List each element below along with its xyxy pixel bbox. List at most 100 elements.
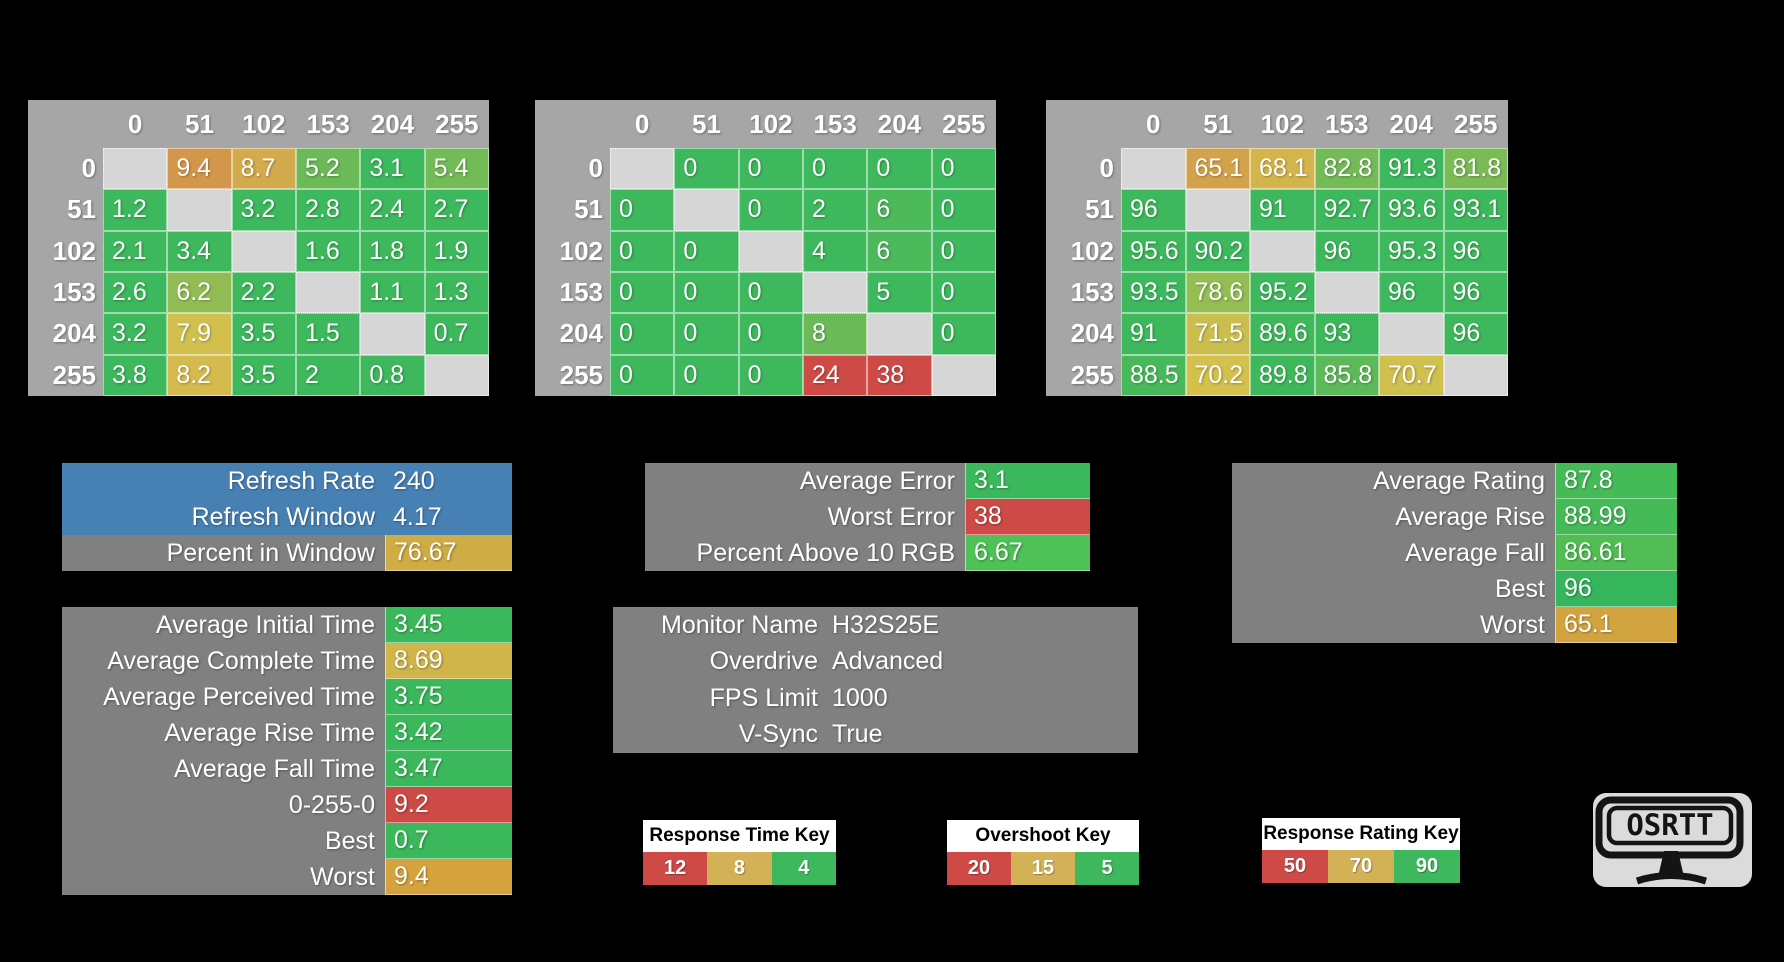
column-header: 102 [1260, 108, 1304, 139]
grid-cell: 1.2 [103, 189, 168, 231]
stat-label: Best [62, 823, 385, 859]
grid-cell [231, 230, 296, 272]
grid-cell [1250, 230, 1315, 272]
error-stats-box: Average Error 3.1 Worst Error 38 Percent Abo… [645, 463, 1090, 571]
grid-cell: 24 [803, 354, 868, 396]
stat-label: Refresh Window [62, 499, 385, 535]
grid-cell [803, 271, 868, 314]
grid-cell: 0.7 [424, 313, 489, 355]
stat-value: 86.61 [1555, 535, 1677, 571]
grid-cell [1121, 148, 1186, 190]
stat-value: 3.47 [385, 751, 512, 787]
row-header: 153 [559, 277, 603, 308]
grid-cell: 5 [867, 271, 932, 314]
grid-cell: 95.2 [1250, 271, 1315, 314]
stat-label: Worst Error [645, 499, 965, 535]
row-header: 204 [1070, 318, 1114, 349]
column-header: 51 [692, 108, 721, 139]
column-header: 204 [1389, 108, 1433, 139]
grid-cell: 2.4 [360, 189, 425, 231]
grid-cell [1185, 189, 1250, 231]
stat-label: Percent Above 10 RGB [645, 535, 965, 571]
key-cell: 70 [1328, 850, 1394, 883]
column-header: 51 [1203, 108, 1233, 139]
grid-cell: 65.1 [1185, 148, 1250, 190]
row-header: 255 [52, 359, 96, 390]
key-title: Response Rating Key [1262, 818, 1460, 850]
grid-cell: 93.1 [1443, 189, 1508, 231]
grid-cell: 2.7 [424, 189, 489, 231]
grid-cell [1379, 313, 1444, 355]
grid-cell: 3.5 [231, 354, 296, 396]
grid-cell [424, 354, 489, 396]
row-header: 51 [574, 194, 603, 225]
grid-cell [103, 148, 168, 190]
grid-cell: 81.8 [1443, 148, 1508, 190]
row-header: 204 [52, 318, 96, 349]
grid-cell: 88.5 [1121, 354, 1186, 396]
key-cell: 50 [1262, 850, 1328, 883]
grid-cell: 4 [803, 230, 868, 272]
grid-cell: 96 [1121, 189, 1186, 231]
column-header: 204 [877, 108, 922, 139]
grid-cell: 0 [610, 354, 675, 396]
rating-stats-box: Average Rating 87.8 Average Rise 88.99 Avera… [1232, 463, 1677, 643]
grid-cell: 38 [867, 354, 932, 396]
row-header: 102 [559, 235, 603, 266]
grid-cell: 0 [674, 313, 739, 355]
grid-cell: 0 [931, 271, 996, 314]
stat-value: 3.45 [385, 607, 512, 643]
grid-cell: 91 [1121, 313, 1186, 355]
grid-cell: 3.8 [103, 354, 168, 396]
key-title: Response Time Key [643, 820, 836, 852]
row-header: 51 [67, 194, 96, 225]
key-cell: 90 [1394, 850, 1460, 883]
grid-cell: 96 [1443, 313, 1508, 355]
grid-cell: 0 [738, 148, 803, 190]
stat-label: Percent in Window [62, 535, 385, 571]
grid-cell: 5.2 [296, 148, 361, 190]
grid-cell: 2 [296, 354, 361, 396]
grid-cell: 2 [803, 189, 868, 231]
grid-cell: 71.5 [1185, 313, 1250, 355]
stat-value: 8.69 [385, 643, 512, 679]
column-header: 153 [1325, 108, 1369, 139]
grid-cell: 0 [931, 148, 996, 190]
grid-cell: 1.1 [360, 271, 425, 314]
stat-value: 65.1 [1555, 607, 1677, 643]
column-header: 255 [942, 108, 986, 139]
key-title: Overshoot Key [947, 820, 1139, 852]
row-header: 102 [52, 235, 96, 266]
overshoot-grid: 0 51 102 153 204 255 0 0 0 0 0 0 51 0 0 2 6 0 102 0 0 4 6 0 153 0… [535, 100, 996, 396]
column-header: 102 [242, 108, 286, 139]
monitor-info-value: True [832, 720, 883, 749]
grid-cell: 96 [1443, 271, 1508, 314]
key-cell: 20 [947, 852, 1011, 885]
stat-label: Average Rise [1232, 499, 1555, 535]
grid-cell: 0 [931, 313, 996, 355]
stat-value: 3.42 [385, 715, 512, 751]
grid-cell: 0 [610, 189, 675, 231]
logo-background [1593, 793, 1752, 887]
grid-cell: 3.2 [103, 313, 168, 355]
stat-value: 4.17 [385, 499, 512, 535]
overshoot-key: Overshoot Key 20 15 5 [947, 820, 1139, 885]
grid-cell: 0 [738, 354, 803, 396]
monitor-info-label: Monitor Name [661, 610, 818, 639]
grid-cell: 6 [867, 189, 932, 231]
monitor-base-icon [1635, 872, 1708, 885]
grid-cell: 93 [1314, 313, 1379, 355]
grid-cell: 1.8 [360, 230, 425, 272]
row-header: 255 [559, 359, 603, 390]
stat-value: 87.8 [1555, 463, 1677, 499]
stat-value: 88.99 [1555, 499, 1677, 535]
stat-value: 3.75 [385, 679, 512, 715]
osrtt-logo: OSRTT [1593, 793, 1752, 887]
stat-value: 76.67 [385, 535, 512, 571]
grid-cell: 95.3 [1379, 230, 1444, 272]
column-header: 0 [127, 108, 143, 139]
grid-cell: 93.5 [1121, 271, 1186, 314]
monitor-info-label: Overdrive [709, 647, 818, 676]
grid-cell: 90.2 [1185, 230, 1250, 272]
